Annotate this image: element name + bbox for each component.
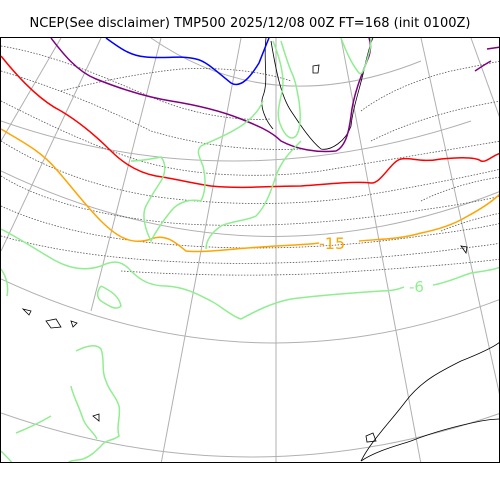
latitude-arc xyxy=(1,412,499,458)
island xyxy=(312,64,320,74)
contour-label-minus15: -15 xyxy=(319,234,345,253)
height-contours xyxy=(1,45,499,276)
isotherm-purple-ne xyxy=(474,60,492,72)
coastline-coast-east2 xyxy=(360,418,499,462)
island xyxy=(45,318,62,329)
isotherm-green-wedge xyxy=(1,268,9,297)
isotherm-green-west-coast xyxy=(96,285,122,309)
meridian xyxy=(470,38,499,117)
isotherm-green-lab xyxy=(67,344,121,462)
latitude-arc xyxy=(1,120,472,162)
isotherm-minus6-west xyxy=(1,228,405,320)
coastlines xyxy=(21,38,499,462)
isotherm-purple-ne2 xyxy=(486,46,499,50)
isotherm-green-ice xyxy=(130,100,264,243)
map-canvas: -15 -6 xyxy=(1,38,499,462)
isotherm-green-north xyxy=(340,38,372,75)
coastline-greenland-west xyxy=(261,38,274,130)
isotherm-green-sw2 xyxy=(1,450,13,462)
island xyxy=(21,308,32,316)
latitude-arc xyxy=(150,38,422,87)
isotherm-minus6-east xyxy=(432,266,499,286)
map-panel: -15 -6 xyxy=(0,37,500,463)
island xyxy=(70,320,78,328)
isotherm-blue xyxy=(105,38,270,86)
isotherm-green-sw xyxy=(15,415,52,434)
isotherm-green-greenland xyxy=(272,40,301,139)
coastline-greenland xyxy=(270,38,374,150)
island xyxy=(365,432,377,443)
isotherm-purple xyxy=(50,38,372,153)
isotherm-green-tongue xyxy=(205,140,302,250)
map-title: NCEP(See disclaimer) TMP500 2025/12/08 0… xyxy=(29,16,471,31)
isotherm-red xyxy=(1,55,499,189)
latitude-arc xyxy=(1,278,499,344)
contour-label-minus6: -6 xyxy=(409,278,424,296)
coastline-coast-east xyxy=(360,342,499,462)
latitude-arc xyxy=(1,170,499,237)
isotherms xyxy=(1,38,499,462)
isotherm-minus15 xyxy=(1,128,499,253)
isotherm-green-lab2 xyxy=(70,385,98,440)
island xyxy=(460,245,468,255)
island xyxy=(92,413,100,422)
